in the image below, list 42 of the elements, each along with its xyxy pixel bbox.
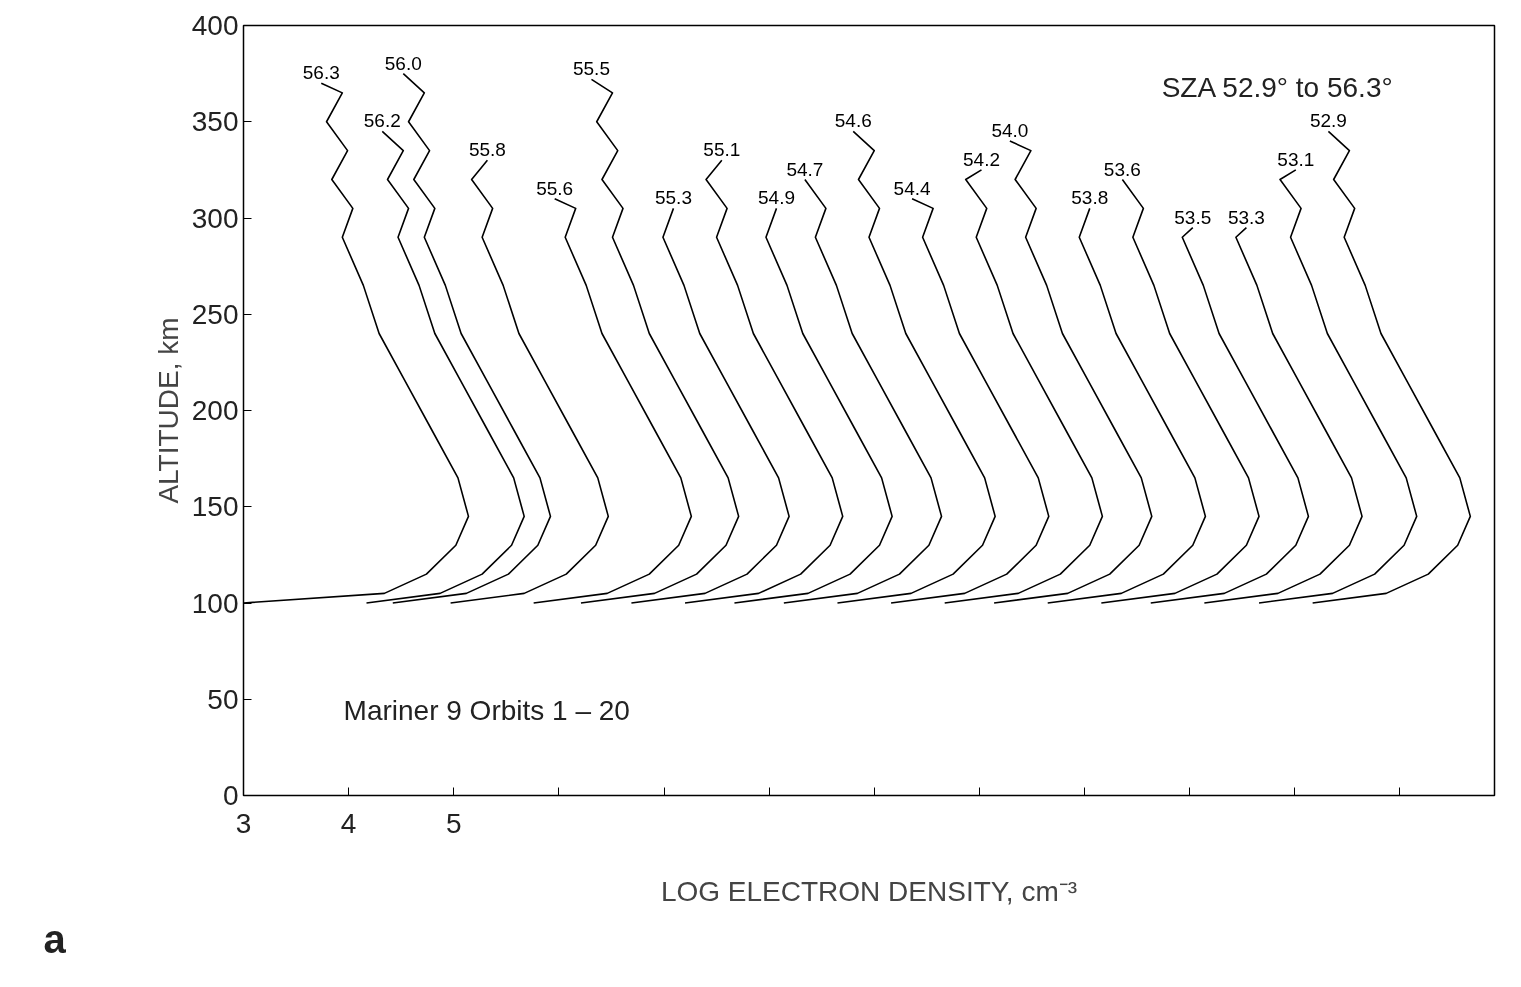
- series-label: 56.0: [384, 52, 422, 74]
- line-series: [1149, 226, 1310, 604]
- y-axis-title: ALTITUDE, km: [152, 317, 184, 504]
- y-tick-label: 150: [191, 491, 239, 523]
- y-tick-label: 100: [191, 587, 239, 619]
- y-tick-label: 250: [191, 298, 239, 330]
- series-label: 53.3: [1227, 206, 1265, 228]
- series-label: 55.1: [703, 139, 741, 161]
- annotation: Mariner 9 Orbits 1 – 20: [343, 695, 630, 727]
- series-label: 53.5: [1174, 206, 1212, 228]
- series-label: 55.8: [468, 139, 506, 161]
- y-tick-label: 200: [191, 395, 239, 426]
- y-tick-label: 300: [191, 202, 239, 234]
- line-series: [1203, 226, 1363, 604]
- series-label: 54.4: [893, 177, 932, 199]
- annotation: SZA 52.9° to 56.3°: [1161, 71, 1393, 103]
- line-series: [449, 159, 610, 604]
- x-tick-label: 4: [340, 807, 357, 839]
- series-label: 55.6: [536, 177, 574, 199]
- y-tick-label: 50: [207, 683, 239, 715]
- series-label: 54.2: [963, 148, 1000, 170]
- series-label: 55.3: [654, 187, 692, 209]
- y-tick-label: 400: [191, 10, 239, 41]
- line-series: [630, 207, 790, 604]
- series-label: 55.5: [572, 58, 610, 80]
- series-label: 53.6: [1103, 158, 1141, 180]
- series-label: 56.2: [363, 110, 401, 132]
- x-axis-title: LOG ELECTRON DENSITY, cm⁻³: [660, 875, 1078, 907]
- series-label: 54.9: [758, 187, 795, 209]
- line-series: [890, 197, 1050, 604]
- line-series: [733, 207, 893, 604]
- y-tick-label: 350: [191, 106, 239, 138]
- x-tick-label: 5: [445, 807, 462, 839]
- series-label: 54.0: [991, 120, 1029, 141]
- series-label: 53.8: [1071, 187, 1109, 209]
- series-label: 53.1: [1277, 148, 1315, 170]
- text: a: [43, 916, 67, 961]
- line-series: [580, 78, 740, 604]
- series-label: 56.3: [302, 62, 340, 84]
- series-label: 52.9: [1309, 110, 1347, 132]
- series-label: 54.7: [786, 158, 824, 180]
- series-label: 54.6: [834, 110, 872, 132]
